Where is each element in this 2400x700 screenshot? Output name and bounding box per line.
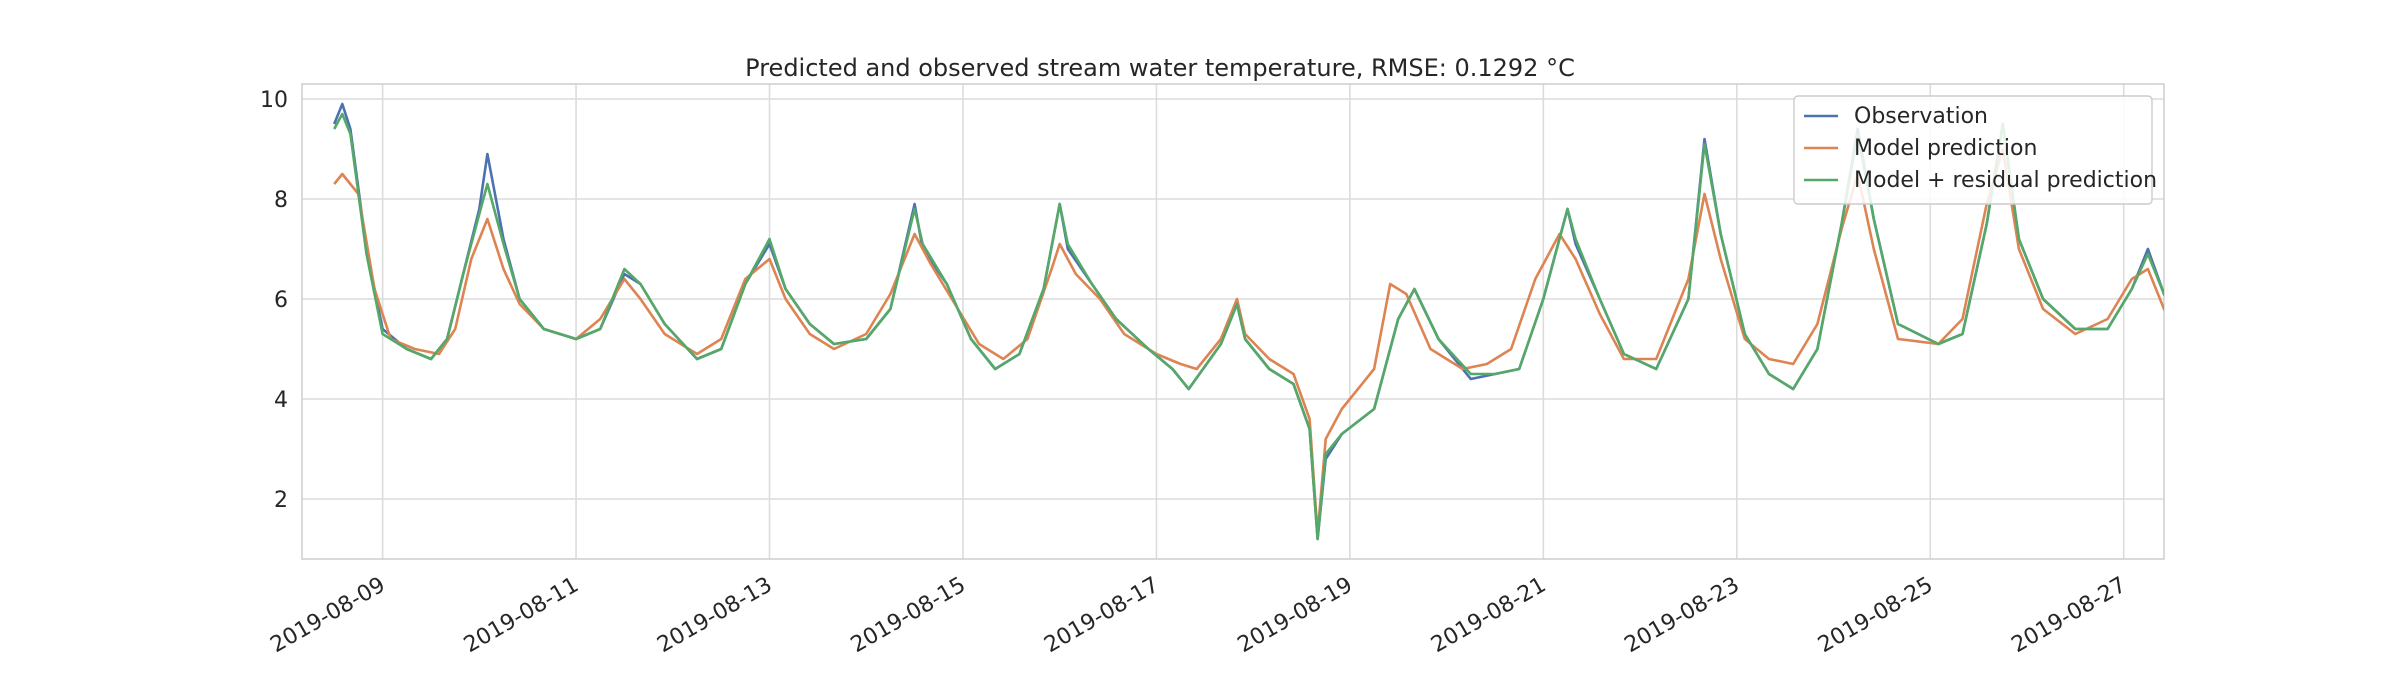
axes-frame (301, 83, 2165, 560)
legend: Observation Model prediction Model + resid… (1793, 95, 2157, 205)
x-tick-label: 2019-08-09 (266, 573, 389, 659)
legend-label: Observation (1854, 104, 1988, 129)
legend-box (1793, 95, 2153, 205)
x-tick-label: 2019-08-23 (1621, 573, 1744, 659)
y-tick-label: 8 (274, 188, 288, 213)
x-tick-label: 2019-08-25 (1814, 573, 1937, 659)
y-tick-label: 6 (274, 288, 288, 313)
x-tick-label: 2019-08-15 (847, 573, 970, 659)
x-tick-label: 2019-08-13 (653, 573, 776, 659)
legend-label: Model + residual prediction (1854, 168, 2157, 193)
chart-title: Predicted and observed stream water temp… (745, 54, 1575, 82)
series-line-model-prediction (333, 147, 2164, 536)
x-tick-label: 2019-08-19 (1234, 573, 1357, 659)
legend-label: Model prediction (1854, 136, 2037, 161)
x-tick-label: 2019-08-27 (2007, 573, 2130, 659)
x-tick-label: 2019-08-21 (1427, 573, 1550, 659)
y-tick-label: 4 (274, 388, 288, 413)
y-tick-label: 2 (274, 488, 288, 513)
x-tick-label: 2019-08-11 (460, 573, 583, 659)
y-tick-label: 10 (260, 88, 288, 113)
series-line-model-residual-prediction (333, 112, 2164, 541)
x-tick-label: 2019-08-17 (1040, 573, 1163, 659)
